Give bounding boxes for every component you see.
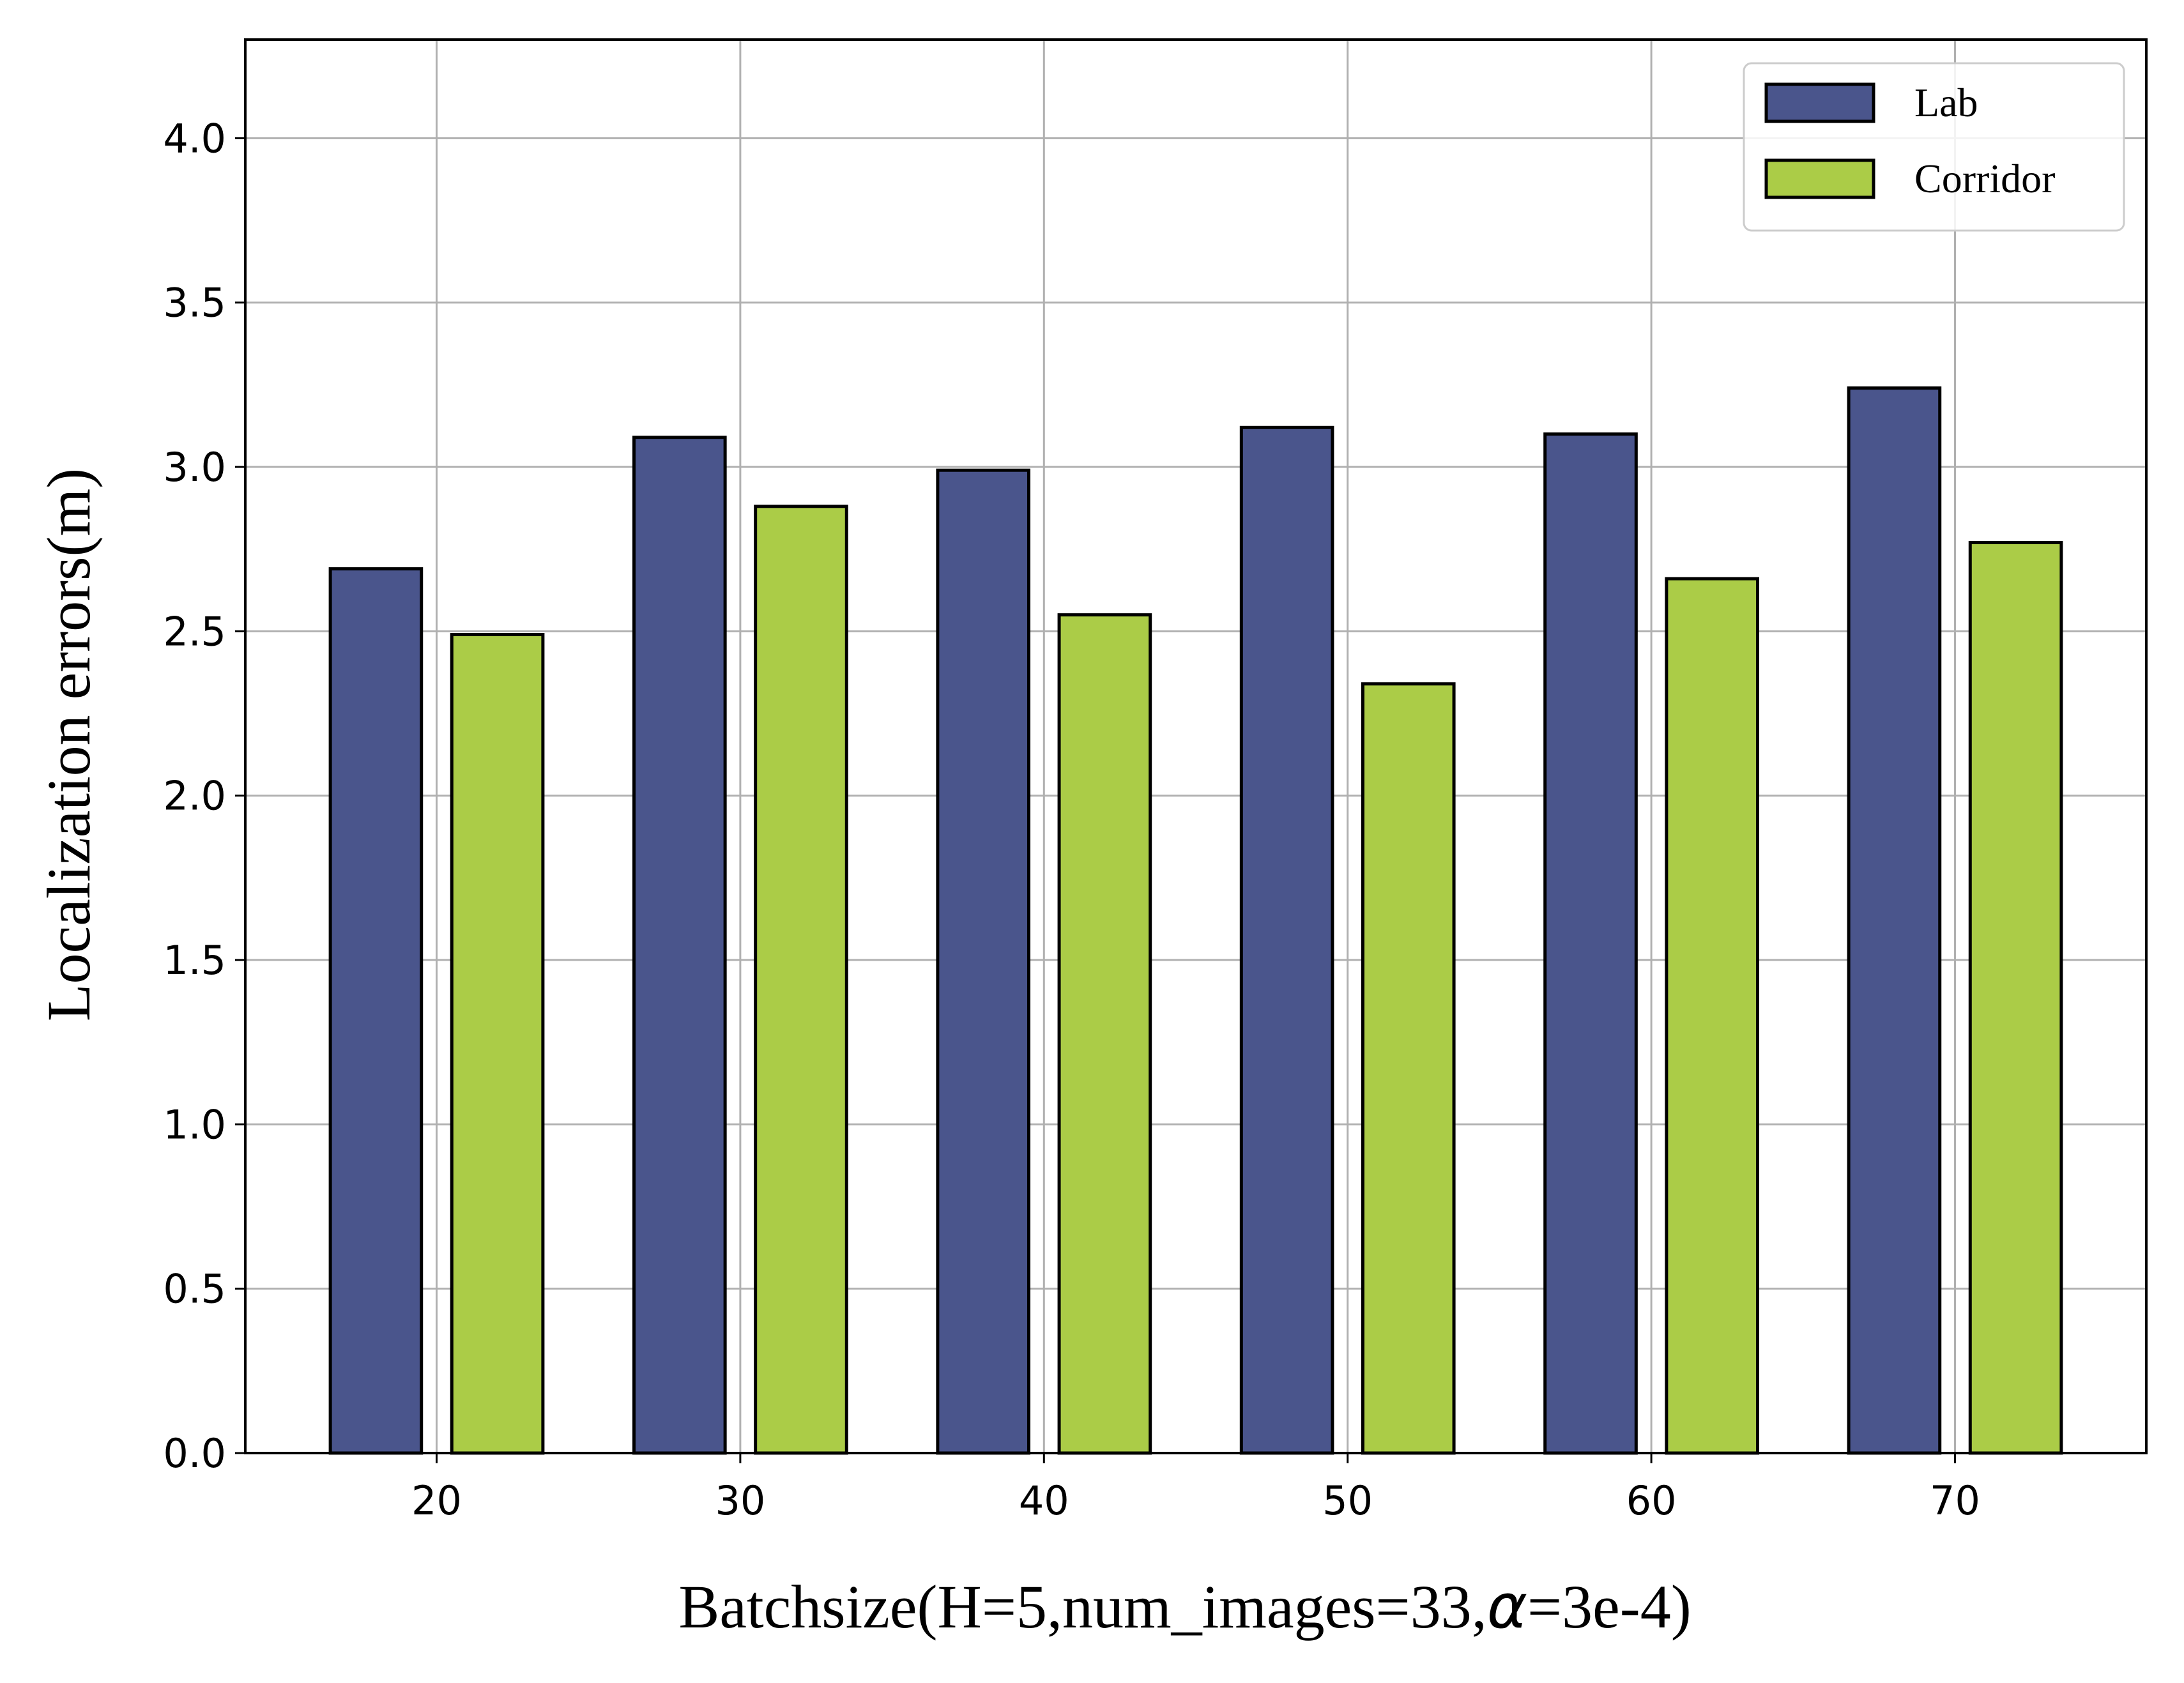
- bar-lab-20: [328, 567, 424, 1455]
- x-tick-label: 40: [1019, 1477, 1069, 1524]
- x-tick-label: 30: [715, 1477, 765, 1524]
- y-tick-label: 3.5: [163, 280, 226, 326]
- legend: Lab Corridor: [1743, 62, 2125, 232]
- bar-corridor-60: [1665, 577, 1759, 1455]
- y-tick-label: 2.5: [163, 608, 226, 655]
- x-tick-label: 70: [1930, 1477, 1980, 1524]
- y-tick-label: 1.0: [163, 1101, 226, 1148]
- grid: [245, 40, 2146, 1454]
- x-tick-label: 50: [1322, 1477, 1373, 1524]
- y-tick-label: 1.5: [163, 937, 226, 984]
- bar-corridor-40: [1057, 613, 1152, 1455]
- y-tick-label: 0.0: [163, 1430, 226, 1477]
- bar-corridor-50: [1361, 682, 1456, 1455]
- legend-label-corridor: Corridor: [1914, 156, 2055, 201]
- plot-frame: [244, 38, 2148, 1454]
- bar-corridor-70: [1968, 540, 2063, 1455]
- bar-lab-70: [1847, 386, 1942, 1455]
- y-tick-label: 0.5: [163, 1266, 226, 1313]
- bar-corridor-30: [754, 505, 848, 1455]
- x-tick-label: 60: [1626, 1477, 1677, 1524]
- x-axis: 20 30 40 50 60 70: [411, 1453, 1980, 1524]
- y-tick-label: 3.0: [163, 444, 226, 491]
- x-tick-label: 20: [411, 1477, 462, 1524]
- y-tick-label: 2.0: [163, 773, 226, 819]
- bar-lab-60: [1543, 432, 1638, 1455]
- legend-label-lab: Lab: [1914, 80, 1978, 125]
- legend-swatch-lab: [1764, 82, 1875, 123]
- bar-lab-40: [936, 468, 1031, 1455]
- y-axis: 0.0 0.5 1.0 1.5 2.0 2.5 3.0 3.5 4.0: [163, 115, 245, 1477]
- bar-lab-50: [1239, 425, 1334, 1455]
- bars: [328, 386, 2063, 1455]
- y-tick-label: 4.0: [163, 115, 226, 162]
- legend-swatch-corridor: [1764, 158, 1875, 199]
- y-axis-title: Localization errors(m): [34, 468, 103, 1021]
- bar-lab-30: [632, 436, 727, 1455]
- x-axis-title: Batchsize(H=5,num_images=33,α=3e-4): [678, 1571, 1691, 1642]
- bar-corridor-20: [450, 633, 545, 1455]
